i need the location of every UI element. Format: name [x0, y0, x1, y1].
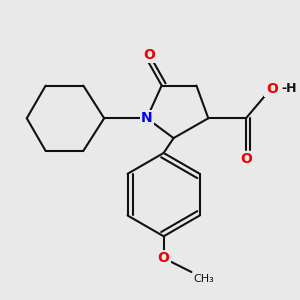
Text: CH₃: CH₃ [194, 274, 214, 284]
Text: -H: -H [282, 82, 297, 95]
Text: O: O [266, 82, 278, 95]
Text: N: N [141, 111, 153, 125]
Text: O: O [240, 152, 252, 166]
Text: O: O [158, 251, 170, 265]
Text: O: O [143, 48, 155, 62]
